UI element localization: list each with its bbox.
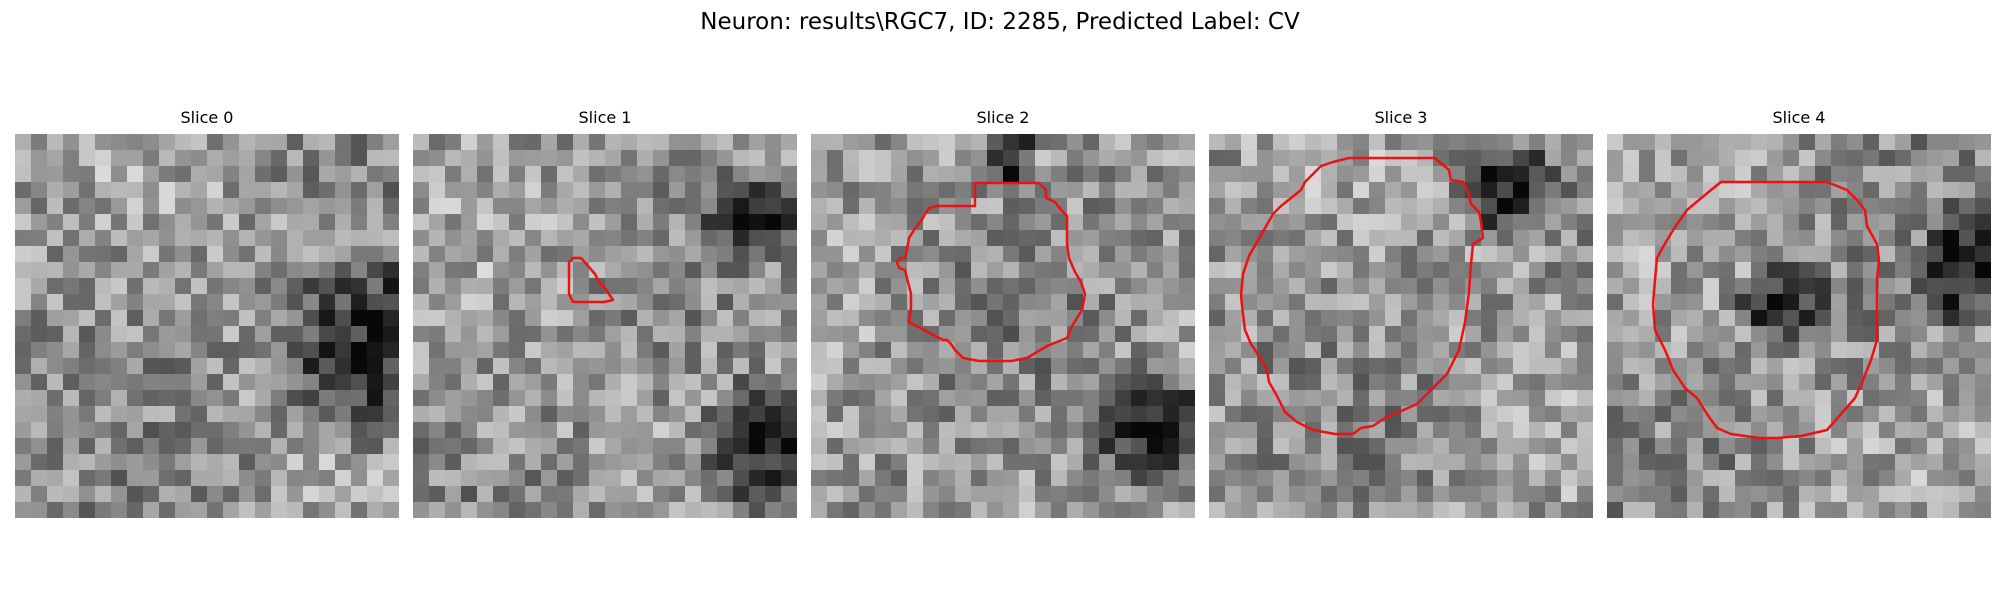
roi-contour	[895, 181, 1087, 363]
slice-image-3	[1209, 134, 1593, 518]
slice-title: Slice 0	[180, 108, 234, 127]
slice-title: Slice 2	[976, 108, 1030, 127]
slice-image-4	[1607, 134, 1991, 518]
slice-image-1	[413, 134, 797, 518]
slice-title: Slice 1	[578, 108, 632, 127]
roi-contour	[1651, 180, 1881, 440]
slice-image-2	[811, 134, 1195, 518]
figure-title: Neuron: results\RGC7, ID: 2285, Predicte…	[700, 9, 1300, 35]
slice-title: Slice 4	[1772, 108, 1826, 127]
slice-title: Slice 3	[1374, 108, 1428, 127]
roi-contour	[1239, 156, 1485, 436]
roi-contour	[567, 256, 615, 304]
slice-image-0	[15, 134, 399, 518]
